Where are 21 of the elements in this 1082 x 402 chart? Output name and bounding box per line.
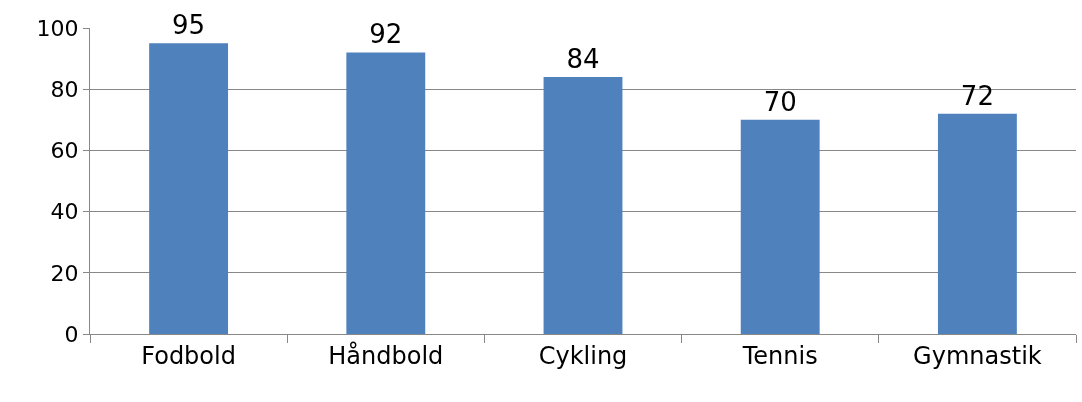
x-tick-label: Fodbold: [141, 341, 236, 370]
bar: [543, 76, 623, 334]
bar: [346, 52, 426, 334]
y-tick-label: 100: [36, 15, 79, 41]
y-tick-label: 0: [64, 321, 79, 347]
data-label: 95: [172, 10, 206, 41]
x-tick-label: Tennis: [741, 341, 818, 370]
data-label: 92: [369, 19, 403, 50]
y-tick-label: 40: [50, 199, 79, 225]
bar: [149, 43, 229, 334]
x-tick-label: Gymnastik: [913, 341, 1042, 370]
y-tick-label: 20: [50, 260, 79, 286]
data-label: 72: [960, 80, 994, 111]
data-label: 70: [763, 86, 797, 117]
bar: [740, 119, 820, 334]
x-tick-label: Håndbold: [328, 340, 444, 370]
y-tick-label: 60: [50, 138, 79, 164]
data-label: 84: [566, 43, 600, 74]
y-tick-label: 80: [50, 76, 79, 102]
x-tick-label: Cykling: [538, 341, 628, 370]
bar: [937, 113, 1017, 334]
